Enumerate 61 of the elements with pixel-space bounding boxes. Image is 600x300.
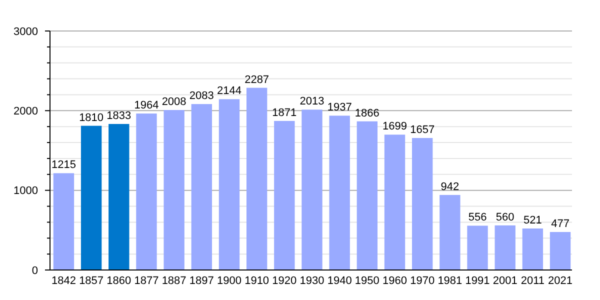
bar <box>412 138 433 270</box>
x-tick-label: 1900 <box>217 275 242 287</box>
data-label: 1937 <box>327 102 352 114</box>
x-tick-label: 1860 <box>106 275 132 287</box>
bar <box>384 134 406 270</box>
bar <box>356 121 378 270</box>
data-label: 2083 <box>189 90 214 102</box>
y-tick-label: 2000 <box>14 106 38 118</box>
x-tick-label: 1857 <box>79 275 104 287</box>
bar <box>108 124 130 270</box>
data-label: 560 <box>496 211 514 224</box>
data-label: 556 <box>468 212 487 224</box>
bar <box>467 226 488 270</box>
data-label: 2287 <box>244 74 270 86</box>
bar <box>302 110 322 270</box>
data-label: 1964 <box>134 100 159 112</box>
bar <box>329 116 350 270</box>
data-label: 1866 <box>354 107 380 120</box>
bar <box>522 228 544 270</box>
bar <box>494 225 516 270</box>
x-tick-label: 2011 <box>520 275 545 287</box>
x-tick-label: 1897 <box>189 275 214 287</box>
y-tick-label: 3000 <box>14 26 38 38</box>
data-label: 1699 <box>382 120 407 133</box>
data-label: 521 <box>524 214 542 226</box>
x-tick-label: 1920 <box>272 275 297 287</box>
y-tick-label: 0 <box>32 264 38 277</box>
x-tick-label: 1940 <box>327 275 352 287</box>
data-label: 2013 <box>300 96 324 108</box>
data-label: 477 <box>551 218 570 230</box>
data-label: 1871 <box>272 106 297 119</box>
data-label: 1810 <box>79 112 104 124</box>
bar <box>246 88 268 270</box>
data-label: 1215 <box>51 159 76 172</box>
bar <box>53 173 74 270</box>
bar <box>440 194 460 270</box>
data-label: 1657 <box>410 124 435 136</box>
x-tick-label: 1887 <box>162 275 186 287</box>
data-label: 2144 <box>217 85 242 98</box>
x-tick-label: 1910 <box>244 275 270 287</box>
x-tick-label: 2021 <box>548 275 573 287</box>
bar <box>164 110 184 270</box>
x-tick-label: 1842 <box>51 275 76 287</box>
bar <box>550 232 571 270</box>
x-tick-label: 1970 <box>410 275 435 287</box>
x-tick-label: 1930 <box>300 275 324 287</box>
bar <box>274 120 295 270</box>
bar <box>136 114 157 270</box>
data-label: 1833 <box>106 110 132 122</box>
x-tick-label: 2001 <box>492 275 518 287</box>
bar <box>80 126 102 270</box>
x-tick-label: 1960 <box>382 275 407 287</box>
x-tick-label: 1991 <box>465 275 490 287</box>
x-tick-label: 1981 <box>438 275 462 287</box>
data-label: 2008 <box>162 96 186 108</box>
y-tick-label: 1000 <box>14 185 38 198</box>
bar <box>218 99 240 270</box>
data-label: 942 <box>440 180 460 193</box>
x-tick-label: 1950 <box>354 275 380 287</box>
x-tick-label: 1877 <box>134 275 159 287</box>
bar <box>191 104 212 270</box>
